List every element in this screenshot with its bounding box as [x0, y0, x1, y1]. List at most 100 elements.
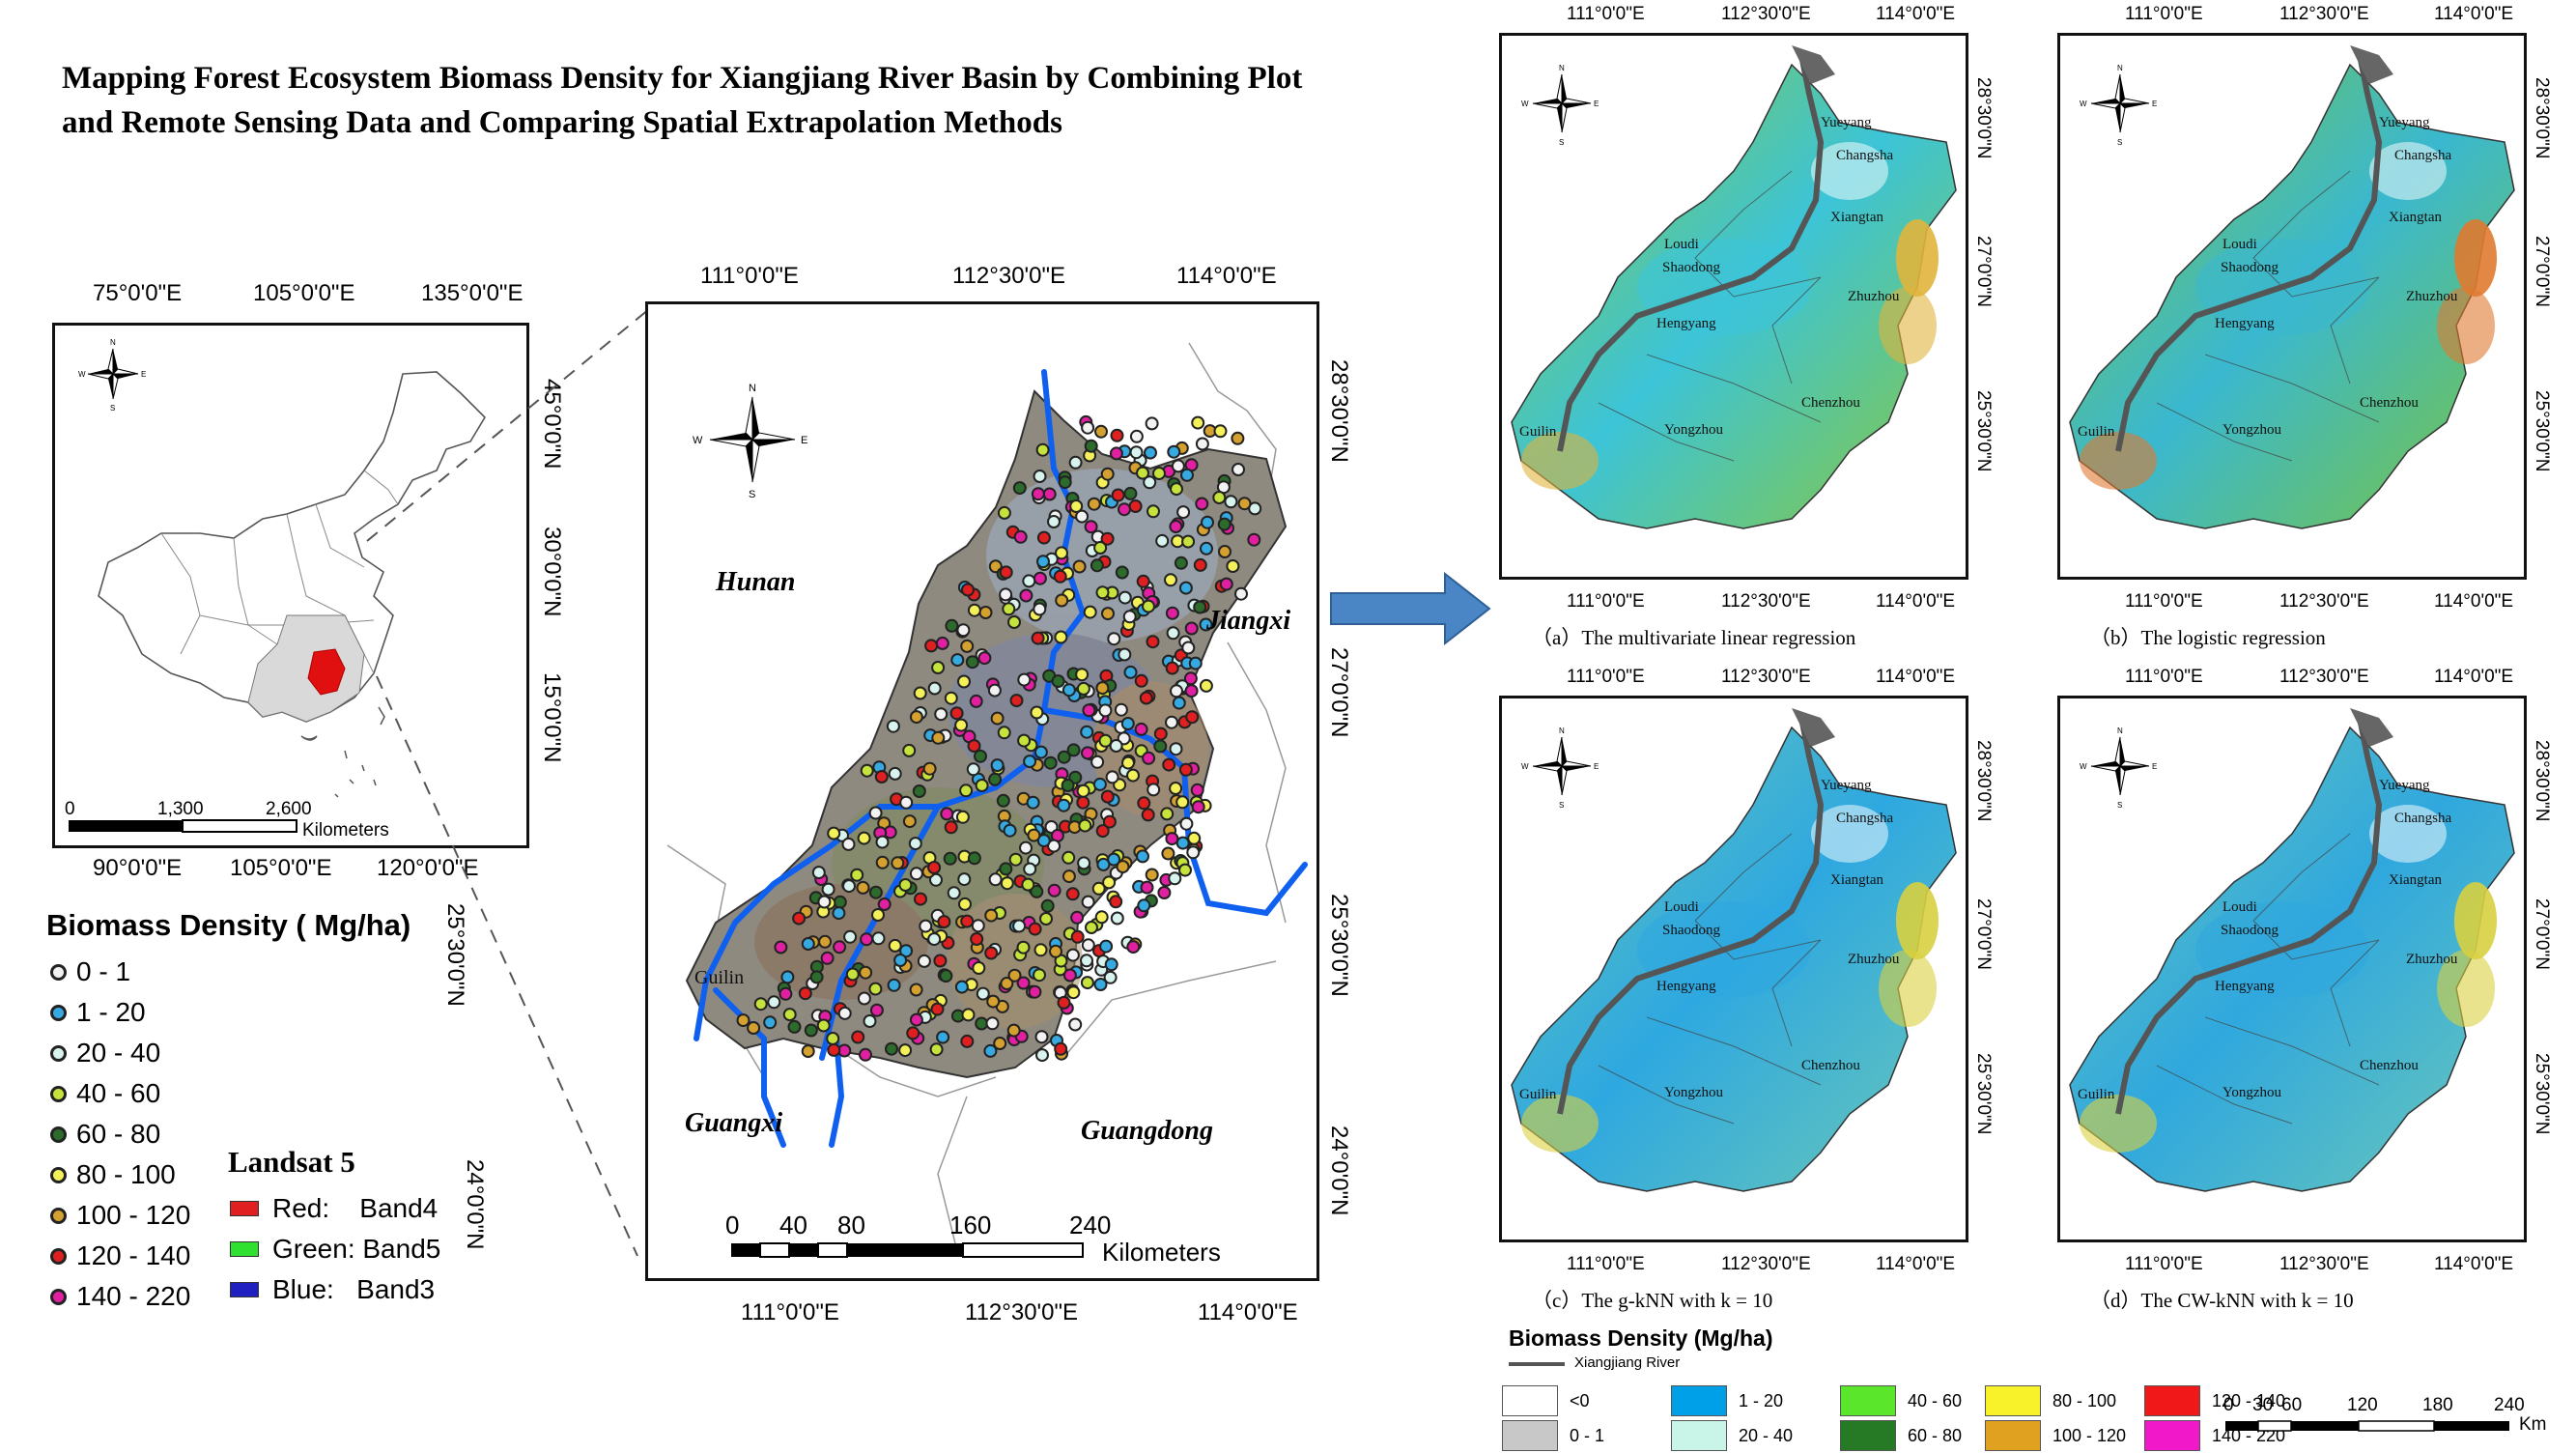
- plot-point: [909, 1012, 923, 1027]
- plot-point: [944, 820, 958, 835]
- plot-point: [950, 653, 965, 668]
- city-label: Yueyang: [1821, 778, 1872, 793]
- plot-point: [947, 886, 961, 900]
- svg-text:W: W: [693, 435, 703, 446]
- plot-point: [1109, 739, 1123, 753]
- plot-point: [1031, 631, 1045, 645]
- plot-point: [826, 1032, 840, 1045]
- plot-point: [1213, 424, 1228, 439]
- china-scale-unit: Kilometers: [302, 820, 389, 840]
- plot-point: [965, 655, 979, 670]
- plot-point: [1096, 857, 1111, 871]
- swatch-icon: [1840, 1385, 1896, 1416]
- plot-point: [1153, 726, 1168, 741]
- plot-point: [967, 603, 981, 617]
- plot-point: [778, 986, 793, 1001]
- city-label: Chenzhou: [1801, 1058, 1860, 1073]
- plot-point: [999, 565, 1013, 580]
- plot-point: [912, 784, 926, 798]
- plot-point: [949, 706, 964, 721]
- plot-point: [1062, 968, 1077, 983]
- plot-point: [1107, 632, 1121, 646]
- plot-point: [859, 965, 873, 980]
- panel-right-tick: 28°30'0"N: [1973, 77, 1994, 159]
- panel-bottom-tick: 111°0'0"E: [1567, 591, 1645, 612]
- plot-point: [1224, 495, 1238, 509]
- plot-point: [1022, 574, 1036, 588]
- plot-point: [1174, 556, 1188, 570]
- plot-point: [1181, 534, 1196, 549]
- blue-swatch-icon: [230, 1282, 259, 1297]
- city-label: Yongzhou: [1664, 422, 1723, 438]
- plot-point: [1080, 976, 1094, 990]
- sample-scale-40: 40: [779, 1211, 807, 1239]
- sample-top-tick-3: 114°0'0"E: [1176, 263, 1277, 289]
- plot-point: [961, 1008, 976, 1022]
- plot-point: [976, 986, 990, 1001]
- panel-top-tick: 111°0'0"E: [1567, 667, 1645, 687]
- city-label: Changsha: [1836, 148, 1894, 163]
- plot-point: [919, 919, 933, 933]
- city-label: Xiangtan: [2389, 210, 2442, 225]
- svg-text:E: E: [1594, 762, 1599, 771]
- plot-point: [1008, 852, 1023, 867]
- plot-point: [1153, 739, 1168, 754]
- plot-point: [940, 807, 954, 821]
- sample-scale-unit: Kilometers: [1102, 1238, 1221, 1267]
- plot-point: [1188, 656, 1203, 670]
- plot-point: [1100, 789, 1115, 804]
- plot-point: [975, 779, 989, 792]
- plot-point: [1076, 795, 1090, 810]
- plot-point: [1199, 678, 1213, 693]
- region-label-guangxi: Guangxi: [685, 1108, 783, 1138]
- city-label: Zhuzhou: [1848, 289, 1900, 304]
- panel-right-tick: 27°0'0"N: [2532, 898, 2552, 970]
- plot-point: [1144, 445, 1157, 460]
- plot-point: [767, 995, 781, 1010]
- city-label: Yueyang: [1821, 115, 1872, 130]
- plot-point: [1081, 746, 1094, 760]
- plot-point: [1169, 742, 1183, 756]
- north-arrow-icon: N W E S: [1521, 726, 1599, 810]
- panel-top-tick: 114°0'0"E: [2434, 667, 2514, 687]
- plot-point: [1111, 488, 1125, 502]
- plot-point: [1095, 824, 1110, 839]
- city-label: Shaodong: [2221, 923, 2279, 938]
- plot-point: [1040, 898, 1055, 913]
- plot-point: [1100, 467, 1115, 481]
- plot-point: [927, 681, 942, 696]
- plot-point: [1095, 585, 1110, 600]
- plot-point: [1162, 757, 1176, 772]
- china-scale-2600: 2,600: [266, 799, 312, 819]
- plot-point: [1036, 555, 1050, 569]
- city-label: Hengyang: [2215, 316, 2275, 331]
- biomass-map: N W E S: [1511, 45, 1957, 529]
- china-overview-map: N W E S: [52, 323, 529, 848]
- city-label: Zhuzhou: [2406, 952, 2458, 967]
- plot-point: [933, 954, 948, 968]
- plot-point: [1122, 610, 1137, 624]
- bd-legend-item: 0 - 1: [1502, 1418, 1671, 1453]
- panel-bottom-tick: 114°0'0"E: [1876, 1254, 1956, 1274]
- panel-bottom-tick: 112°30'0"E: [2279, 591, 2369, 612]
- panel-right-tick: 25°30'0"N: [2532, 390, 2552, 472]
- plot-point: [1123, 486, 1138, 500]
- plot-point: [1033, 571, 1047, 585]
- plot-point: [1128, 499, 1143, 513]
- plot-point: [1090, 558, 1104, 573]
- plot-point: [1081, 420, 1095, 435]
- swatch-icon: [1671, 1385, 1727, 1416]
- plot-point: [1190, 783, 1204, 797]
- sample-bottom-tick-1: 111°0'0"E: [741, 1299, 839, 1325]
- plot-point: [988, 772, 1003, 786]
- china-bottom-tick-3: 120°0'0"E: [377, 855, 479, 881]
- plot-point: [935, 636, 949, 650]
- plot-point: [954, 980, 969, 994]
- plot-point: [1200, 541, 1213, 556]
- panel-right-tick: 27°0'0"N: [1973, 898, 1994, 970]
- city-label: Shaodong: [1662, 923, 1720, 938]
- svg-text:N: N: [110, 338, 116, 347]
- plot-point: [969, 694, 983, 708]
- plot-point: [977, 651, 992, 666]
- plot-point: [930, 1002, 945, 1016]
